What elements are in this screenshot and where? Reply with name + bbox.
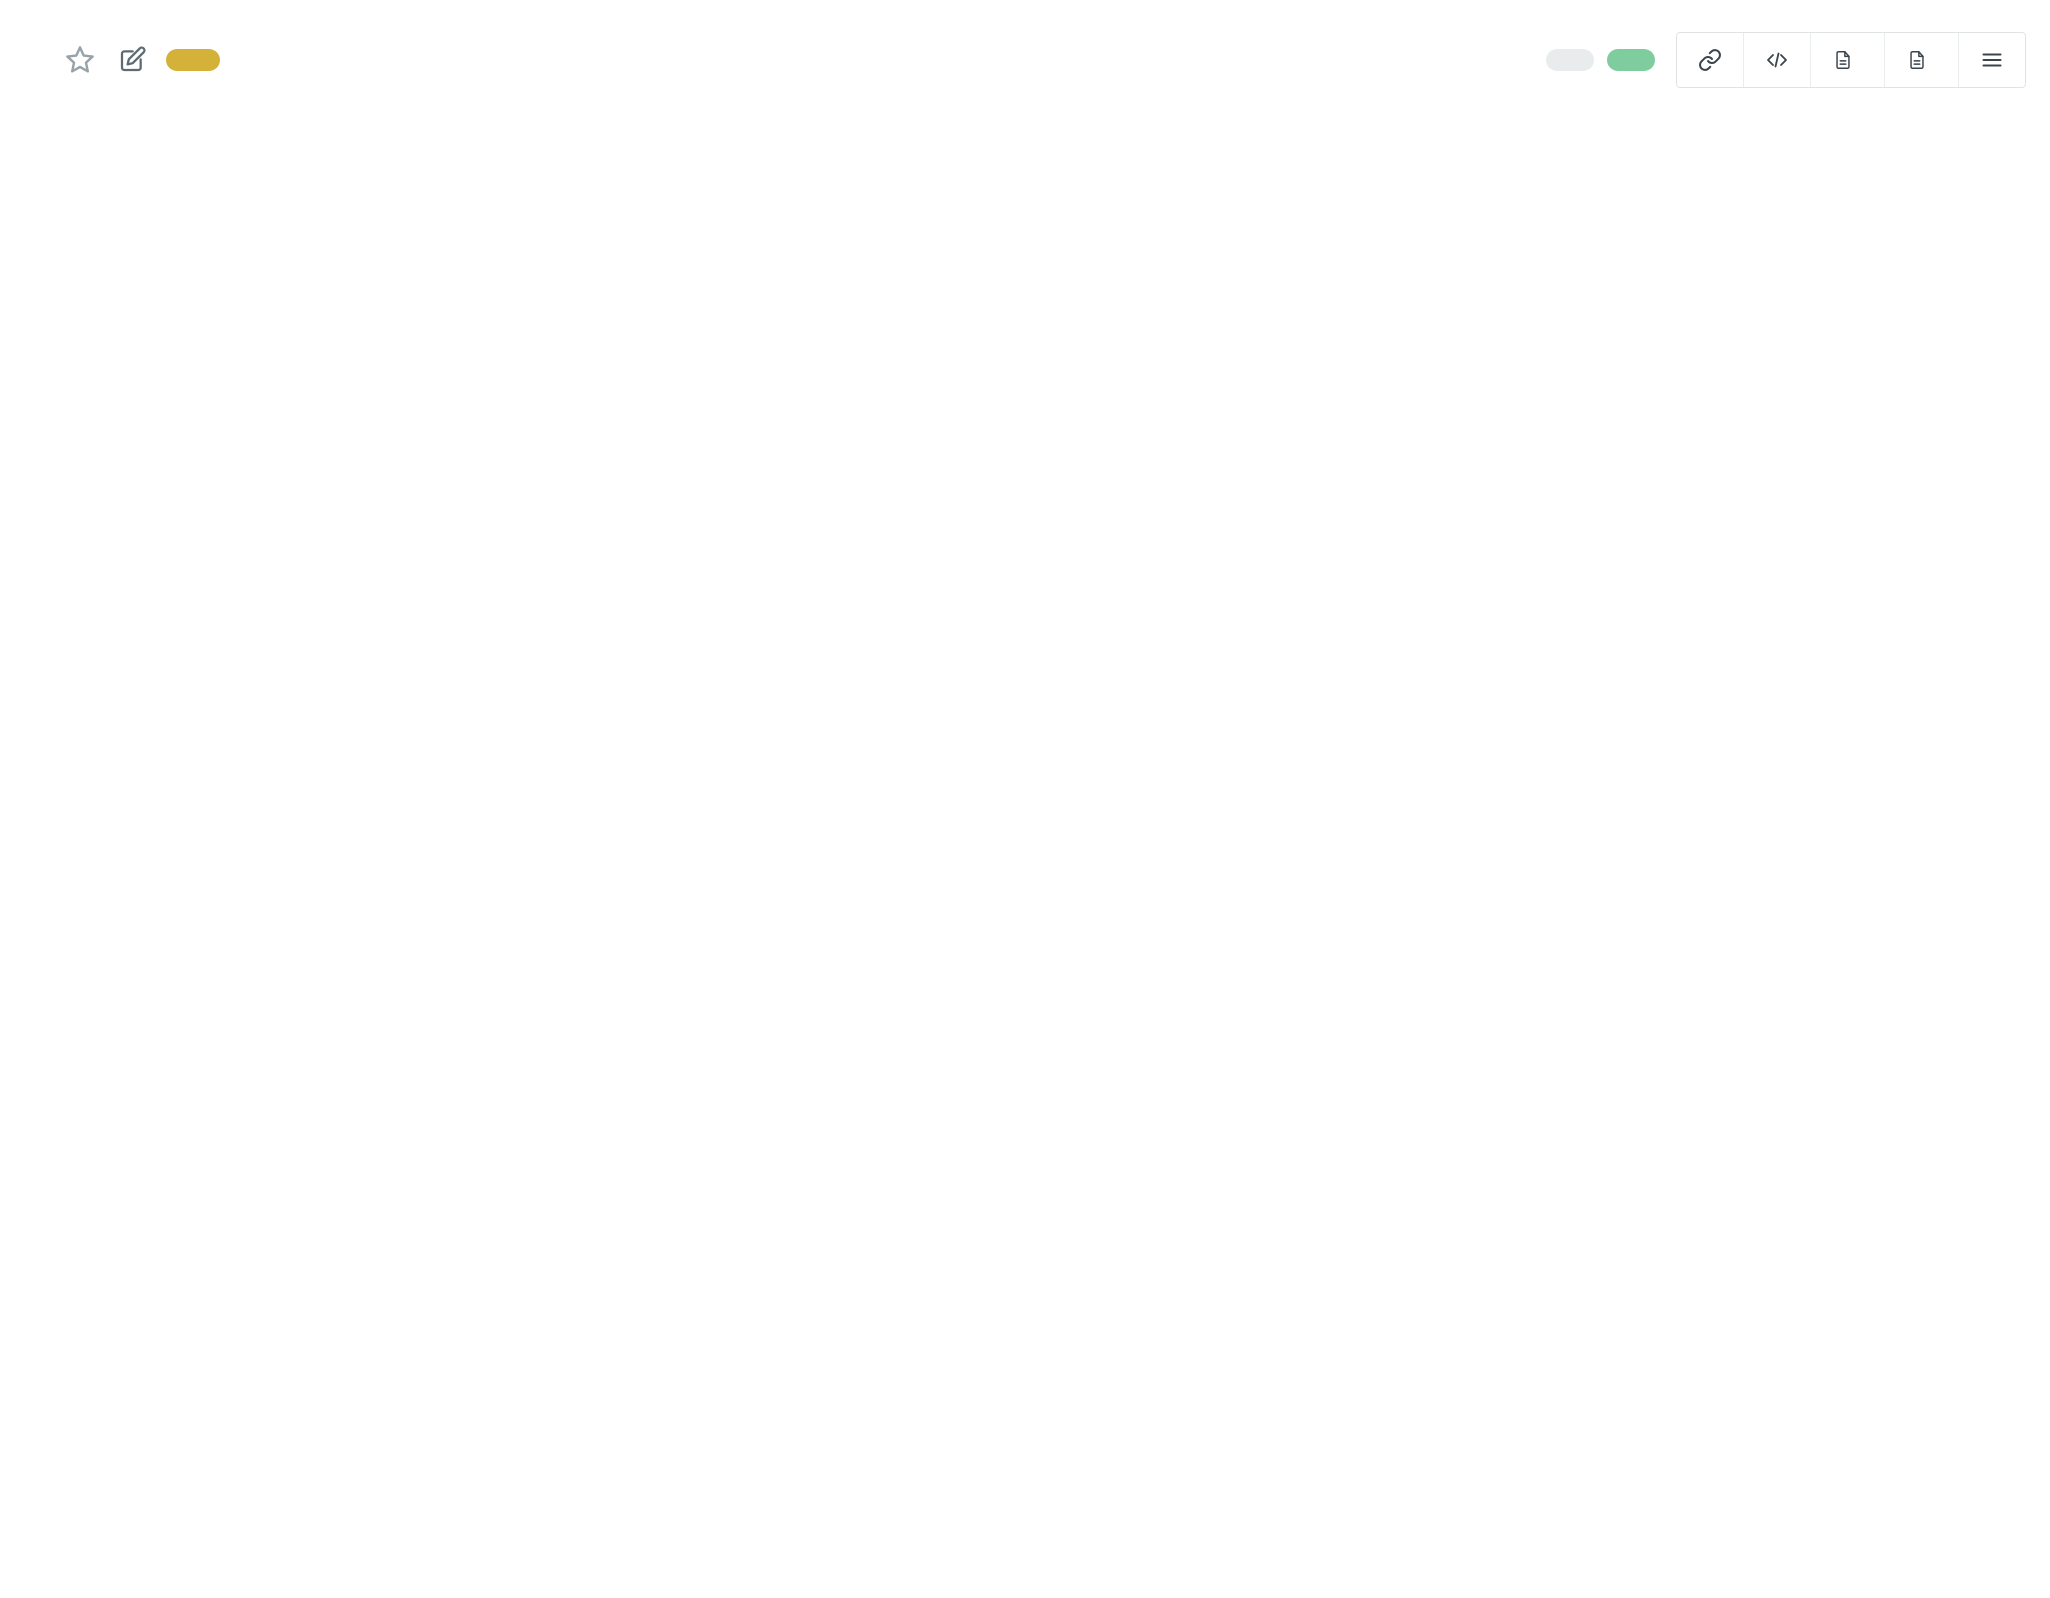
embed-code-button[interactable] — [1743, 33, 1810, 87]
file-icon — [1832, 49, 1854, 71]
code-icon — [1765, 48, 1789, 72]
favorite-star-icon[interactable] — [62, 42, 98, 78]
altered-badge — [166, 49, 220, 71]
download-csv-button[interactable] — [1884, 33, 1958, 87]
title-block — [44, 42, 220, 78]
menu-button[interactable] — [1958, 33, 2025, 87]
query-header — [0, 0, 2050, 106]
hamburger-menu-icon — [1980, 48, 2004, 72]
share-link-button[interactable] — [1677, 33, 1743, 87]
line-chart[interactable] — [0, 110, 2050, 1598]
download-json-button[interactable] — [1810, 33, 1884, 87]
elapsed-time-badge — [1607, 49, 1655, 71]
header-actions — [1546, 32, 2026, 88]
link-icon — [1698, 48, 1722, 72]
export-toolbar — [1676, 32, 2026, 88]
file-icon — [1906, 49, 1928, 71]
rows-count-badge — [1546, 49, 1594, 71]
chart-area — [0, 110, 2050, 1598]
edit-icon[interactable] — [116, 44, 148, 76]
